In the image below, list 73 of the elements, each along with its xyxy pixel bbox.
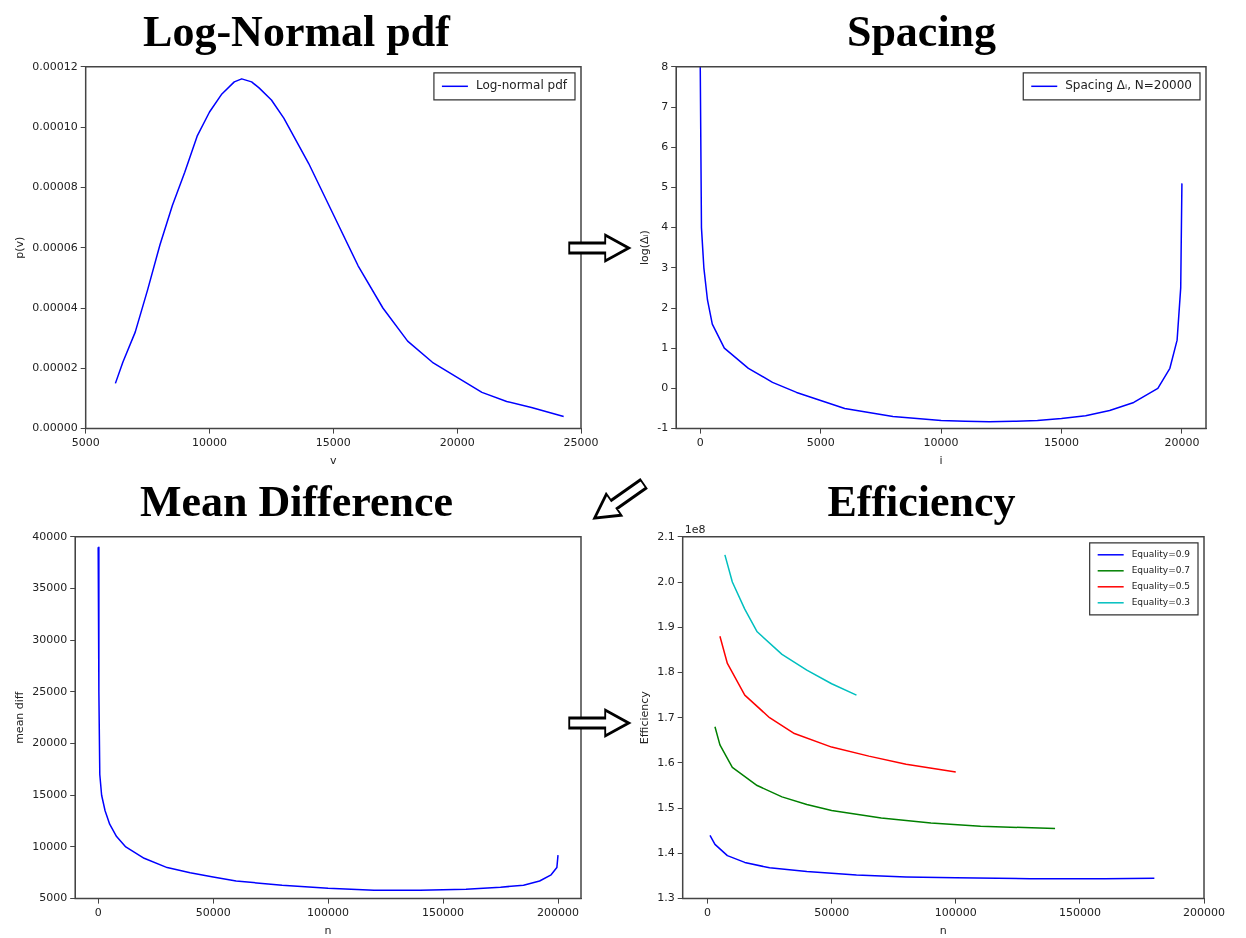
x-tick-label: 200000: [1183, 906, 1225, 920]
y-axis-title: log(Δᵢ): [638, 230, 652, 266]
y-tick-label: 1.4: [657, 846, 675, 860]
y-tick-label: 15000: [32, 788, 68, 802]
x-tick-label: 0: [696, 436, 704, 450]
y-tick-label: 0.00012: [32, 59, 78, 73]
y-tick-label: 0.00002: [32, 361, 78, 375]
x-tick-label: 0: [704, 906, 712, 920]
x-axis-title: v: [330, 454, 338, 468]
y-tick-label: 1.7: [657, 710, 675, 724]
y-tick-label: 1.3: [657, 891, 675, 905]
x-axis-title: n: [939, 924, 947, 938]
x-tick-label: 10000: [923, 436, 959, 450]
y-tick-label: 1.6: [657, 755, 675, 769]
x-tick-label: 10000: [192, 436, 228, 450]
legend-label: Log-normal pdf: [475, 78, 568, 93]
y-tick-label: 0.00008: [32, 180, 78, 194]
x-tick-label: 150000: [1058, 906, 1101, 920]
legend-label: Equality=0.7: [1131, 565, 1191, 576]
y-tick-label: 8: [661, 59, 669, 73]
y-tick-label: 0.00004: [32, 300, 78, 314]
chart-title: Log-Normal pdf: [143, 6, 452, 56]
y-tick-label: 0: [661, 381, 669, 395]
x-tick-label: 50000: [195, 906, 231, 920]
x-tick-label: 25000: [563, 436, 599, 450]
x-tick-label: 100000: [307, 906, 350, 920]
x-axis-title: i: [939, 454, 943, 468]
y-axis-title: mean diff: [13, 691, 27, 744]
y-tick-label: 2.1: [657, 529, 675, 543]
legend-label: Equality=0.3: [1131, 597, 1191, 608]
y-tick-label: 40000: [32, 529, 68, 543]
y-tick-label: 5000: [39, 891, 68, 905]
x-tick-label: 5000: [806, 436, 835, 450]
x-tick-label: 200000: [537, 906, 580, 920]
y-tick-label: 1.5: [657, 801, 675, 815]
x-tick-label: 20000: [1164, 436, 1200, 450]
y-tick-label: 0.00010: [32, 119, 78, 133]
y-tick-label: 2.0: [657, 574, 675, 588]
y-tick-label: 3: [661, 260, 669, 274]
y-axis-title: p(v): [13, 236, 27, 259]
y-tick-label: 1: [661, 341, 669, 355]
chart-title: Mean Difference: [139, 476, 454, 526]
y-tick-label: 2: [661, 300, 669, 314]
y-tick-label: 35000: [32, 581, 68, 595]
y-tick-label: 0.00000: [32, 421, 78, 435]
text: 1e8: [684, 523, 706, 537]
y-tick-label: 30000: [32, 633, 68, 647]
y-tick-label: 25000: [32, 684, 68, 698]
chart-title: Spacing: [846, 6, 997, 56]
y-tick-label: 20000: [32, 736, 68, 750]
x-tick-label: 50000: [814, 906, 850, 920]
x-tick-label: 0: [94, 906, 102, 920]
y-axis-title: Efficiency: [638, 690, 652, 745]
legend-label: Equality=0.5: [1131, 581, 1191, 592]
y-tick-label: 7: [661, 99, 669, 113]
x-tick-label: 5000: [71, 436, 100, 450]
y-tick-label: 10000: [32, 839, 68, 853]
y-tick-label: 1.8: [657, 665, 675, 679]
x-tick-label: 15000: [315, 436, 351, 450]
y-tick-label: 5: [661, 180, 669, 194]
y-tick-label: 1.9: [657, 620, 675, 634]
x-tick-label: 150000: [422, 906, 465, 920]
chart-title: Efficiency: [827, 476, 1016, 526]
x-axis-title: n: [324, 924, 332, 938]
y-tick-label: -1: [657, 421, 669, 435]
x-tick-label: 20000: [439, 436, 475, 450]
y-tick-label: 4: [661, 220, 669, 234]
legend-label: Equality=0.9: [1131, 549, 1191, 560]
x-tick-label: 100000: [934, 906, 977, 920]
x-tick-label: 15000: [1044, 436, 1079, 450]
y-tick-label: 0.00006: [32, 240, 78, 254]
y-tick-label: 6: [661, 140, 669, 154]
legend-label: Spacing Δᵢ, N=20000: [1065, 78, 1193, 93]
